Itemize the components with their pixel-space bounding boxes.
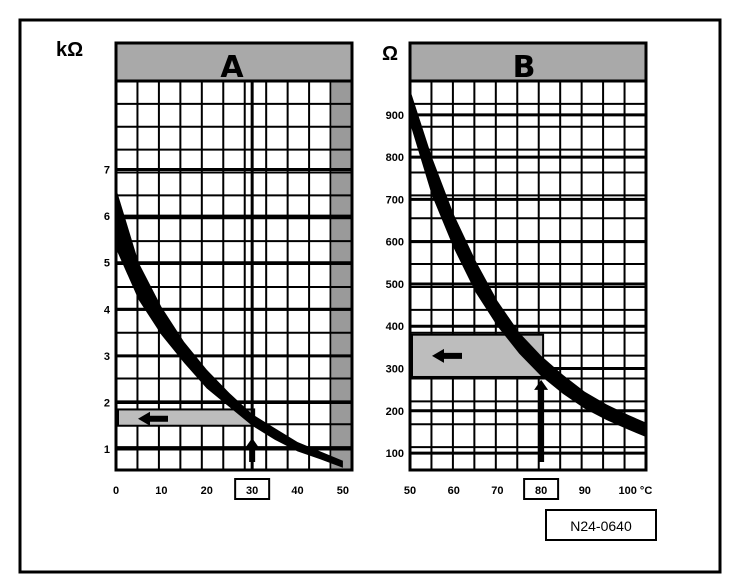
y-tick-label: 4 bbox=[104, 304, 111, 316]
panel-b-grid bbox=[410, 81, 646, 470]
panel-b-marker-box bbox=[523, 478, 560, 500]
panel-b-plot-border bbox=[408, 79, 648, 472]
panel-a-left-arrow bbox=[138, 411, 168, 426]
panel-b-x-ticks: 50 60 70 80 90 100 °C bbox=[404, 485, 652, 497]
y-tick-label: 6 bbox=[104, 211, 110, 223]
x-tick-label: 50 bbox=[337, 485, 349, 497]
x-tick-label: 30 bbox=[246, 485, 258, 497]
panel-a-marker-box bbox=[234, 478, 271, 500]
y-tick-label: 800 bbox=[386, 152, 404, 164]
x-tick-label: 50 bbox=[404, 485, 416, 497]
panel-a-up-arrow bbox=[245, 438, 260, 462]
panel-b-up-arrow bbox=[534, 379, 549, 462]
x-tick-label: 100 °C bbox=[619, 485, 653, 497]
y-tick-label: 700 bbox=[386, 194, 404, 206]
panel-a-right-strip bbox=[332, 81, 352, 470]
panel-a-y-ticks: 1 2 3 4 5 6 7 bbox=[104, 165, 111, 457]
panel-b-title: B bbox=[513, 50, 536, 85]
x-tick-label: 60 bbox=[448, 485, 460, 497]
panel-a-unit-label: kΩ bbox=[56, 39, 83, 61]
y-tick-label: 200 bbox=[386, 406, 404, 418]
panel-b-unit-label: Ω bbox=[382, 43, 398, 65]
reference-code: N24-0640 bbox=[570, 518, 632, 534]
y-tick-label: 5 bbox=[104, 258, 110, 270]
y-tick-label: 2 bbox=[104, 397, 110, 409]
x-tick-label: 0 bbox=[113, 485, 119, 497]
panel-b: Ω B 100 200 300 400 500 600 700 800 900 50 60 70 80… bbox=[382, 41, 652, 500]
x-tick-label: 70 bbox=[491, 485, 503, 497]
panel-a-plot-border bbox=[114, 79, 354, 472]
reference-code-box bbox=[545, 509, 657, 541]
x-tick-label: 80 bbox=[535, 485, 547, 497]
y-tick-label: 100 bbox=[386, 448, 404, 460]
panel-b-header bbox=[408, 41, 648, 83]
y-tick-label: 3 bbox=[104, 351, 110, 363]
y-tick-label: 400 bbox=[386, 321, 404, 333]
x-tick-label: 90 bbox=[579, 485, 591, 497]
y-tick-label: 1 bbox=[104, 444, 110, 456]
panel-a-title: A bbox=[220, 50, 244, 85]
panel-a-resistance-band bbox=[116, 188, 343, 468]
x-tick-label: 20 bbox=[201, 485, 213, 497]
x-tick-label: 40 bbox=[291, 485, 303, 497]
y-tick-label: 7 bbox=[104, 165, 110, 177]
x-tick-label: 10 bbox=[155, 485, 167, 497]
y-tick-label: 600 bbox=[386, 237, 404, 249]
panel-b-y-ticks: 100 200 300 400 500 600 700 800 900 bbox=[386, 110, 404, 460]
y-tick-label: 900 bbox=[386, 110, 404, 122]
panel-a-x-ticks: 0 10 20 30 40 50 bbox=[113, 485, 349, 497]
y-tick-label: 300 bbox=[386, 364, 404, 376]
panel-a: kΩ A 1 2 3 4 5 6 7 0 10 20 30 40 50 bbox=[56, 39, 354, 500]
y-tick-label: 500 bbox=[386, 279, 404, 291]
panel-b-left-arrow bbox=[432, 348, 462, 363]
panel-a-shaded-range bbox=[117, 408, 256, 427]
